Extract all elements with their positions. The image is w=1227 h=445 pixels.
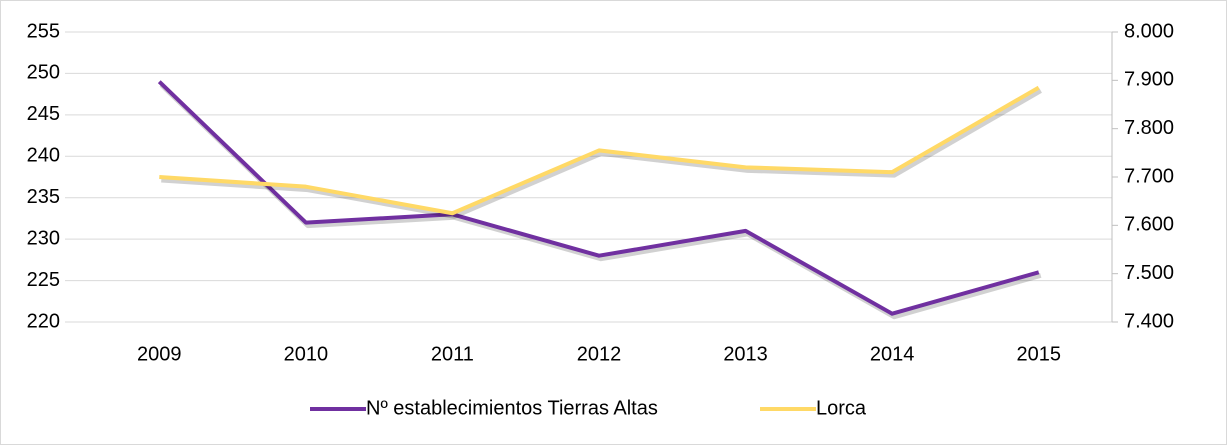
y-tick-label: 235 — [27, 186, 60, 208]
x-tick-label: 2009 — [137, 343, 182, 365]
y-tick-label: 220 — [27, 310, 60, 332]
y-tick-label: 250 — [27, 62, 60, 84]
series-shadow — [159, 82, 1042, 320]
legend-label: Lorca — [816, 397, 867, 419]
y2-tick-label: 7.900 — [1124, 69, 1174, 91]
x-tick-label: 2014 — [870, 343, 915, 365]
series-line — [157, 80, 1040, 316]
series-line — [159, 85, 1040, 216]
y2-tick-label: 7.800 — [1124, 117, 1174, 139]
y2-tick-label: 7.600 — [1124, 214, 1174, 236]
x-tick-label: 2015 — [1016, 343, 1061, 365]
x-tick-label: 2011 — [431, 343, 474, 365]
x-tick-label: 2013 — [723, 343, 768, 365]
y-tick-label: 230 — [27, 227, 60, 249]
y2-tick-label: 7.400 — [1124, 310, 1174, 332]
y2-tick-label: 8.000 — [1124, 20, 1174, 42]
y2-tick-label: 7.700 — [1124, 165, 1174, 187]
y-tick-label: 240 — [27, 145, 60, 167]
series-shadow — [161, 88, 1042, 219]
x-tick-label: 2010 — [284, 343, 329, 365]
y2-tick-label: 7.500 — [1124, 262, 1174, 284]
y-tick-label: 245 — [27, 103, 60, 125]
y-tick-label: 255 — [27, 20, 60, 42]
legend-label: Nº establecimientos Tierras Altas — [366, 397, 658, 419]
y-tick-label: 225 — [27, 269, 60, 291]
x-tick-label: 2012 — [577, 343, 622, 365]
